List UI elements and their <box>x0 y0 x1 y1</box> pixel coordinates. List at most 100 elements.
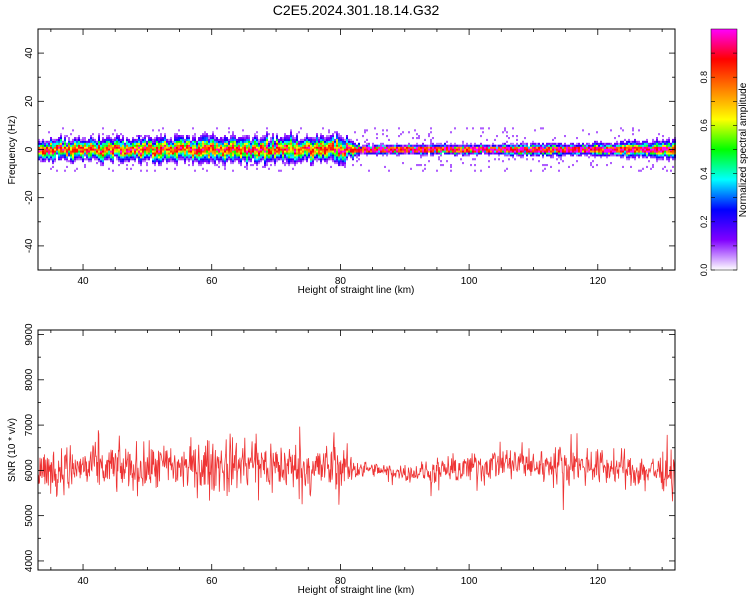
spectrogram-cell <box>316 152 318 155</box>
spectrogram-cell <box>548 146 550 149</box>
spectrogram-cell <box>250 146 252 149</box>
spectrogram-cell <box>160 162 162 165</box>
spectrogram-cell <box>552 144 554 147</box>
spectrogram-cell <box>194 169 196 172</box>
spectrogram-cell <box>68 140 70 143</box>
spectrogram-cell <box>570 142 572 145</box>
spectrogram-cell <box>618 135 620 138</box>
spectrogram-cell <box>192 148 194 151</box>
spectrogram-cell <box>412 150 414 153</box>
spectrogram-cell <box>90 158 92 161</box>
spectrogram-cell <box>188 137 190 140</box>
spectrogram-cell <box>310 137 312 140</box>
spectrogram-cell <box>508 137 510 140</box>
spectrogram-cell <box>156 160 158 163</box>
spectrogram-cell <box>480 169 482 172</box>
spectrogram-cell <box>44 156 46 159</box>
spectrogram-cell <box>486 148 488 151</box>
spectrogram-cell <box>430 138 432 141</box>
spectrogram-cell <box>522 146 524 149</box>
spectrogram-cell <box>96 148 98 151</box>
spectrogram-cell <box>230 146 232 149</box>
spectrogram-cell <box>406 146 408 149</box>
spectrogram-cell <box>320 138 322 141</box>
spectrogram-cell <box>140 142 142 145</box>
spectrogram-cell <box>184 146 186 149</box>
spectrogram-cell <box>650 148 652 151</box>
spectrogram-cell <box>166 140 168 143</box>
spectrogram-cell <box>318 150 320 153</box>
spectrogram-cell <box>192 144 194 147</box>
spectrogram-cell <box>282 158 284 161</box>
spectrogram-cell <box>482 127 484 130</box>
spectrogram-cell <box>194 146 196 149</box>
spectrogram-cell <box>170 150 172 153</box>
spectrogram-cell <box>412 148 414 151</box>
spectrogram-cell <box>316 135 318 138</box>
spectrogram-cell <box>264 162 266 165</box>
spectrogram-cell <box>526 146 528 149</box>
spectrogram-cell <box>418 146 420 149</box>
spectrogram-cell <box>584 152 586 155</box>
spectrogram-cell <box>304 144 306 147</box>
spectrogram-cell <box>648 144 650 147</box>
spectrogram-cell <box>198 156 200 159</box>
spectrogram-cell <box>490 150 492 153</box>
spectrogram-cell <box>466 154 468 157</box>
spectrogram-cell <box>142 160 144 163</box>
spectrogram-cell <box>312 140 314 143</box>
spectrogram-cell <box>588 144 590 147</box>
spectrogram-cell <box>342 146 344 149</box>
spectrogram-cell <box>472 144 474 147</box>
spectrogram-cell <box>104 158 106 161</box>
spectrogram-cell <box>572 146 574 149</box>
spectrogram-cell <box>186 156 188 159</box>
spectrogram-cell <box>598 154 600 157</box>
spectrogram-cell <box>174 142 176 145</box>
spectrogram-cell <box>308 152 310 155</box>
spectrogram-cell <box>440 144 442 147</box>
spectrogram-cell <box>52 148 54 151</box>
spectrogram-cell <box>438 144 440 147</box>
spectrogram-cell <box>40 152 42 155</box>
spectrogram-cell <box>516 154 518 157</box>
spectrogram-cell <box>306 144 308 147</box>
spectrogram-x-tick-label: 80 <box>335 276 347 287</box>
spectrogram-cell <box>66 160 68 163</box>
spectrogram-cell <box>298 150 300 153</box>
spectrogram-cell <box>182 140 184 143</box>
spectrogram-cell <box>534 129 536 132</box>
spectrogram-cell <box>454 148 456 151</box>
spectrogram-cell <box>320 144 322 147</box>
spectrogram-cell <box>622 142 624 145</box>
spectrogram-cell <box>112 156 114 159</box>
spectrogram-cell <box>148 150 150 153</box>
spectrogram-cell <box>314 158 316 161</box>
spectrogram-cell <box>528 146 530 149</box>
spectrogram-cell <box>364 152 366 155</box>
spectrogram-cell <box>176 150 178 153</box>
spectrogram-cell <box>564 142 566 145</box>
spectrogram-cell <box>212 160 214 163</box>
spectrogram-cell <box>416 144 418 147</box>
colorbar-ticks: 0.00.20.40.60.8 <box>699 52 737 276</box>
spectrogram-cell <box>178 150 180 153</box>
spectrogram-cell <box>364 129 366 132</box>
spectrogram-cell <box>550 148 552 151</box>
spectrogram-cell <box>326 154 328 157</box>
spectrogram-cell <box>216 138 218 141</box>
spectrogram-cell <box>436 150 438 153</box>
spectrogram-cell <box>302 146 304 149</box>
spectrogram-cell <box>600 156 602 159</box>
spectrogram-cell <box>212 150 214 153</box>
spectrogram-cell <box>532 148 534 151</box>
spectrogram-cell <box>54 144 56 147</box>
spectrogram-cell <box>226 138 228 141</box>
spectrogram-cell <box>218 146 220 149</box>
spectrogram-cell <box>284 150 286 153</box>
spectrogram-cell <box>130 156 132 159</box>
spectrogram-cell <box>392 148 394 151</box>
spectrogram-cell <box>82 148 84 151</box>
spectrogram-cell <box>180 140 182 143</box>
spectrogram-cell <box>50 156 52 159</box>
